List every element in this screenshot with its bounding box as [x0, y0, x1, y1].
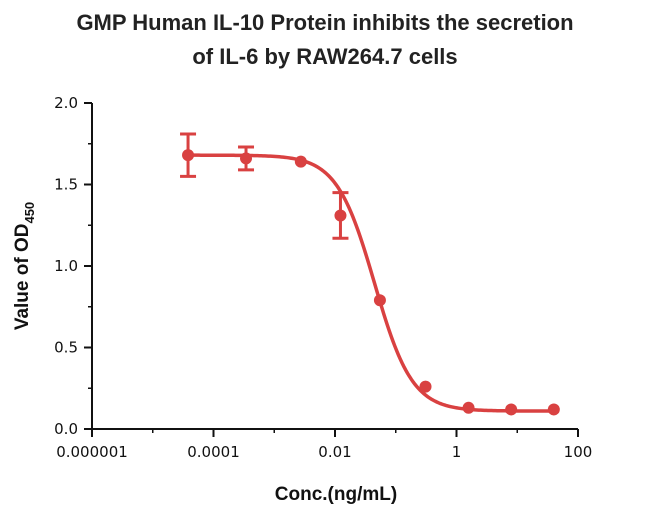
chart-title-line-1: GMP Human IL-10 Protein inhibits the sec…	[76, 10, 574, 35]
data-point	[547, 403, 560, 416]
x-tick-label: 0.000001	[56, 443, 128, 461]
data-point	[182, 149, 195, 162]
fit-curve-layer	[186, 153, 556, 413]
x-tick-label: 1	[452, 443, 462, 461]
data-point	[294, 155, 307, 168]
x-tick-label: 0.01	[318, 443, 351, 461]
y-axis-title: Value of OD450	[12, 202, 37, 330]
data-point	[240, 152, 253, 165]
y-tick-label: 2.0	[54, 94, 78, 112]
chart-title: GMP Human IL-10 Protein inhibits the sec…	[0, 6, 650, 74]
data-point	[462, 401, 475, 414]
data-point	[419, 380, 432, 393]
data-point	[373, 294, 386, 307]
axes: 0.0 0.5 1.0 1.5 2.0 0.000001 0.0001 0.01 1 100	[54, 94, 592, 461]
chart-title-line-2: of IL-6 by RAW264.7 cells	[192, 44, 458, 69]
y-tick-label: 0.5	[54, 339, 78, 357]
y-tick-label: 1.5	[54, 176, 78, 194]
data-points-layer	[180, 132, 560, 416]
y-tick-label: 1.0	[54, 257, 78, 275]
fit-curve	[186, 153, 556, 413]
data-point	[505, 403, 518, 416]
data-point	[334, 209, 347, 222]
y-tick-label: 0.0	[54, 420, 78, 438]
y-axis-title-subscript: 450	[22, 202, 37, 224]
x-tick-label: 0.0001	[187, 443, 240, 461]
y-axis-title-main: Value of OD	[12, 224, 33, 331]
x-tick-label: 100	[564, 443, 593, 461]
x-axis-title: Conc.(ng/mL)	[275, 484, 397, 505]
